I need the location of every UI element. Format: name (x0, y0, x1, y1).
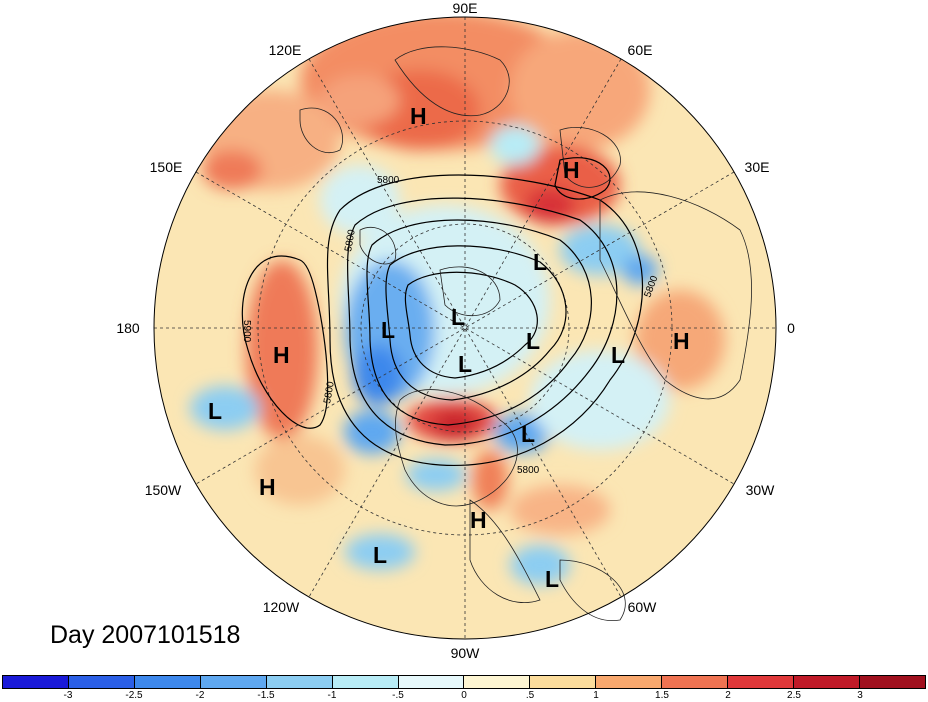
colorbar-tick-label: -2 (195, 690, 205, 701)
colorbar-tick-label: 0 (461, 690, 467, 701)
pressure-centers: H H H H H H L L L L L L L L L L L (208, 103, 690, 592)
colorbar-tick-label: -1.5 (257, 690, 275, 701)
colorbar-tick-label: 1.5 (655, 690, 669, 701)
contour-label: 5900 (241, 320, 252, 343)
colorbar-segment (3, 676, 69, 688)
contour-label: 5800 (517, 465, 540, 476)
high-center-label: H (410, 103, 427, 129)
lon-label-60e: 60E (628, 42, 653, 58)
colorbar (2, 675, 926, 689)
colorbar-segment (728, 676, 795, 688)
coastlines (299, 46, 752, 622)
colorbar-tick-label: -.5 (392, 690, 404, 701)
colorbar-segment (68, 676, 135, 688)
colorbar-segment (662, 676, 729, 688)
colorbar-segment (464, 676, 531, 688)
low-center-label: L (458, 351, 472, 377)
colorbar-tick-label: 2 (725, 690, 731, 701)
contour-label: 5800 (322, 380, 337, 404)
colorbar-segment (200, 676, 267, 688)
lon-label-90e: 90E (453, 0, 478, 16)
lon-label-150e: 150E (150, 159, 183, 175)
colorbar-segment (596, 676, 663, 688)
map-boundary (153, 16, 777, 640)
low-center-label: L (545, 566, 559, 592)
colorbar-tick-label: 3 (857, 690, 863, 701)
colorbar-segment (134, 676, 201, 688)
colorbar-segment (530, 676, 597, 688)
contour-labels: 5800 5800 5800 5800 5800 5900 (241, 175, 661, 476)
lon-label-30w: 30W (746, 482, 776, 498)
colorbar-tick-label: -2.5 (125, 690, 143, 701)
colorbar-tick-label: 1 (593, 690, 599, 701)
colorbar-tick-label: -1 (327, 690, 337, 701)
colorbar-segment (266, 676, 333, 688)
colorbar-segment (794, 676, 860, 688)
low-center-label: L (208, 398, 222, 424)
low-center-label: L (526, 328, 540, 354)
colorbar-segment (859, 676, 925, 688)
low-center-label: L (533, 249, 547, 275)
lon-label-60w: 60W (628, 599, 658, 615)
height-contours (241, 157, 644, 467)
contour-label: 5800 (343, 228, 358, 252)
graticule (154, 17, 776, 639)
colorbar-segment (332, 676, 399, 688)
lon-label-150w: 150W (145, 482, 182, 498)
lon-label-180: 180 (116, 320, 140, 336)
lon-label-120e: 120E (269, 42, 302, 58)
low-center-label: L (381, 317, 395, 343)
lon-label-90w: 90W (451, 645, 481, 661)
colorbar-segment (398, 676, 465, 688)
colorbar-ticks: -3 -2.5 -2 -1.5 -1 -.5 0 .5 1 1.5 2 2.5 3 (0, 690, 928, 702)
contour-label: 5800 (377, 175, 400, 186)
map-title: Day 2007101518 (50, 621, 241, 649)
low-center-label: L (373, 542, 387, 568)
high-center-label: H (673, 328, 690, 354)
lon-label-120w: 120W (263, 599, 300, 615)
high-center-label: H (273, 342, 290, 368)
lon-label-30e: 30E (745, 159, 770, 175)
low-center-label: L (611, 342, 625, 368)
longitude-labels: 90E 120E 60E 150E 30E 180 0 150W 30W 120… (116, 0, 795, 661)
lon-label-0: 0 (787, 320, 795, 336)
colorbar-tick-label: -3 (63, 690, 73, 701)
low-center-label: L (451, 304, 465, 330)
colorbar-tick-label: 2.5 (787, 690, 801, 701)
high-center-label: H (470, 507, 487, 533)
high-center-label: H (259, 474, 276, 500)
high-center-label: H (563, 157, 580, 183)
colorbar-tick-label: .5 (525, 690, 535, 701)
low-center-label: L (521, 421, 535, 447)
